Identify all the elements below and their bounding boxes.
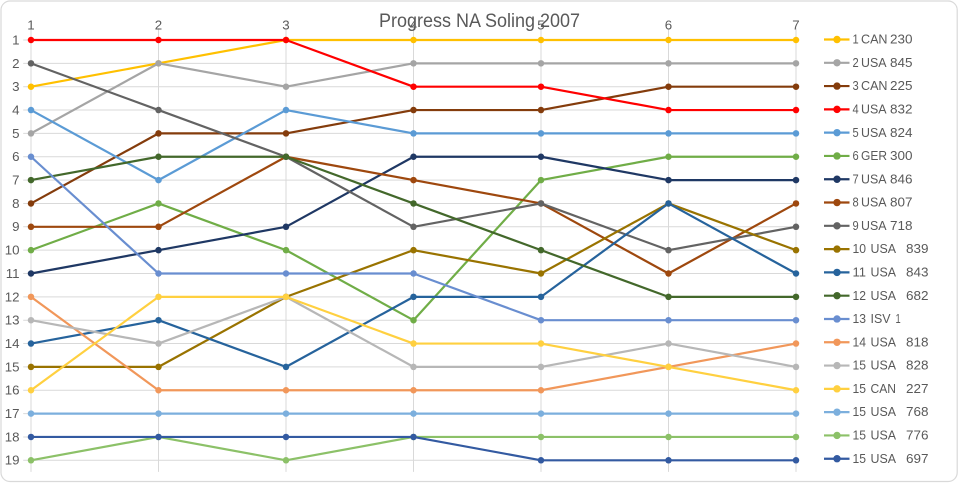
svg-text:9: 9 — [12, 219, 19, 234]
svg-text:2: 2 — [155, 18, 162, 33]
svg-text:17: 17 — [5, 406, 20, 421]
svg-text:845: 845 — [890, 55, 913, 70]
svg-text:CAN: CAN — [861, 32, 888, 47]
svg-text:USA: USA — [861, 171, 887, 186]
svg-text:19: 19 — [5, 453, 20, 468]
svg-text:839: 839 — [906, 241, 929, 256]
svg-text:15: 15 — [853, 404, 867, 419]
svg-text:USA: USA — [861, 55, 887, 70]
svg-text:1: 1 — [27, 18, 34, 33]
svg-text:15: 15 — [5, 359, 20, 374]
svg-text:USA: USA — [861, 101, 887, 116]
svg-text:5: 5 — [537, 18, 544, 33]
svg-text:846: 846 — [890, 171, 913, 186]
svg-text:15: 15 — [853, 381, 867, 396]
svg-text:10: 10 — [853, 241, 867, 256]
svg-text:2: 2 — [853, 55, 859, 70]
svg-text:18: 18 — [5, 429, 20, 444]
svg-text:230: 230 — [890, 32, 913, 47]
svg-text:718: 718 — [890, 218, 913, 233]
svg-text:11: 11 — [6, 266, 20, 281]
svg-text:13: 13 — [5, 313, 20, 328]
svg-text:9: 9 — [853, 218, 859, 233]
svg-text:818: 818 — [906, 334, 929, 349]
svg-text:5: 5 — [853, 125, 859, 140]
svg-text:USA: USA — [861, 218, 887, 233]
svg-text:14: 14 — [5, 336, 20, 351]
svg-text:ISV: ISV — [871, 311, 891, 326]
svg-text:697: 697 — [906, 451, 929, 466]
svg-text:824: 824 — [890, 125, 913, 140]
svg-text:15: 15 — [853, 451, 867, 466]
svg-text:USA: USA — [871, 288, 897, 303]
svg-text:4: 4 — [853, 101, 859, 116]
svg-text:12: 12 — [853, 288, 867, 303]
svg-text:843: 843 — [906, 265, 929, 280]
svg-text:USA: USA — [871, 358, 897, 373]
svg-text:225: 225 — [890, 78, 913, 93]
svg-text:3: 3 — [12, 79, 19, 94]
svg-text:USA: USA — [861, 125, 887, 140]
svg-text:1: 1 — [853, 32, 859, 47]
svg-text:6: 6 — [853, 148, 859, 163]
svg-text:807: 807 — [890, 195, 913, 210]
svg-text:2: 2 — [12, 56, 19, 71]
svg-text:15: 15 — [853, 358, 867, 373]
svg-text:Progress NA Soling 2007: Progress NA Soling 2007 — [379, 11, 580, 32]
svg-text:CAN: CAN — [871, 381, 897, 396]
svg-text:768: 768 — [906, 404, 929, 419]
svg-text:6: 6 — [12, 149, 19, 164]
svg-text:USA: USA — [871, 404, 897, 419]
svg-text:1: 1 — [12, 32, 19, 47]
svg-text:14: 14 — [853, 334, 867, 349]
svg-text:CAN: CAN — [861, 78, 888, 93]
svg-text:300: 300 — [890, 148, 913, 163]
svg-text:5: 5 — [12, 126, 19, 141]
svg-text:3: 3 — [282, 18, 289, 33]
svg-text:776: 776 — [906, 428, 929, 443]
svg-text:15: 15 — [853, 428, 867, 443]
svg-text:7: 7 — [853, 171, 859, 186]
svg-text:4: 4 — [410, 18, 417, 33]
svg-text:12: 12 — [5, 289, 20, 304]
svg-text:7: 7 — [792, 18, 799, 33]
svg-text:16: 16 — [5, 383, 20, 398]
svg-text:USA: USA — [871, 334, 897, 349]
svg-text:832: 832 — [890, 101, 913, 116]
svg-text:227: 227 — [906, 381, 929, 396]
svg-text:7: 7 — [12, 173, 19, 188]
svg-text:8: 8 — [12, 196, 19, 211]
svg-text:GER: GER — [861, 148, 887, 163]
svg-text:USA: USA — [871, 428, 897, 443]
svg-text:828: 828 — [906, 358, 929, 373]
svg-text:6: 6 — [665, 18, 672, 33]
svg-text:11: 11 — [853, 265, 867, 280]
svg-text:3: 3 — [853, 78, 859, 93]
svg-text:682: 682 — [906, 288, 929, 303]
svg-text:4: 4 — [12, 102, 19, 117]
svg-text:8: 8 — [853, 195, 859, 210]
svg-text:USA: USA — [861, 195, 887, 210]
svg-text:1: 1 — [896, 311, 901, 326]
svg-text:13: 13 — [853, 311, 867, 326]
svg-text:USA: USA — [871, 451, 897, 466]
svg-text:USA: USA — [871, 265, 897, 280]
svg-text:USA: USA — [871, 241, 897, 256]
svg-text:10: 10 — [5, 243, 20, 258]
